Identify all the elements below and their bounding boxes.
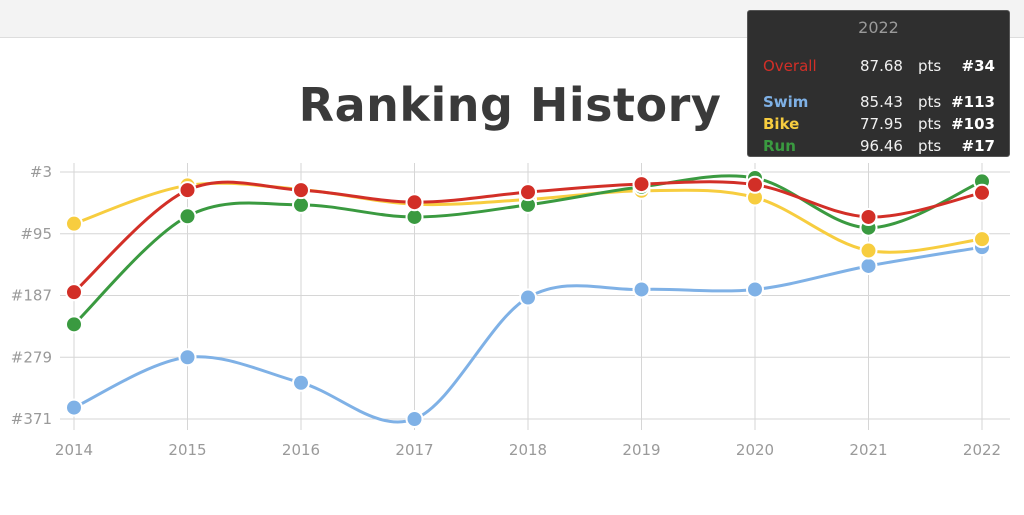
x-tick-label: 2017: [395, 441, 433, 459]
data-point-bike: [859, 241, 878, 260]
tooltip-row-bike: Bike 77.95 pts #103: [763, 115, 995, 135]
tooltip-row-swim: Swim 85.43 pts #113: [763, 93, 995, 113]
data-tooltip: 2022 Overall 87.68 pts #34 Swim 85.43 pt…: [747, 10, 1010, 157]
tooltip-points: 96.46: [860, 137, 903, 155]
tooltip-points: 87.68: [860, 57, 903, 75]
x-tick-label: 2022: [963, 441, 1001, 459]
data-point-swim: [405, 410, 424, 428]
y-tick-label: #3: [30, 163, 52, 181]
data-point-overall: [405, 193, 424, 212]
tooltip-year: 2022: [858, 18, 899, 37]
x-tick-label: 2020: [736, 441, 774, 459]
tooltip-unit: pts: [918, 93, 942, 111]
x-tick-label: 2016: [282, 441, 320, 459]
data-point-run: [405, 207, 424, 226]
data-point-overall: [292, 181, 310, 200]
data-point-swim: [859, 256, 878, 275]
y-tick-label: #371: [11, 410, 52, 428]
data-point-swim: [292, 373, 310, 392]
data-point-swim: [65, 398, 83, 417]
tooltip-row-overall: Overall 87.68 pts #34: [763, 57, 995, 77]
tooltip-series-name: Swim: [763, 93, 809, 111]
data-point-swim: [746, 280, 764, 299]
tooltip-rank: #17: [961, 137, 995, 155]
data-point-swim: [632, 280, 651, 299]
tooltip-row-run: Run 96.46 pts #17: [763, 137, 995, 157]
data-point-overall: [973, 183, 991, 202]
data-point-overall: [519, 183, 537, 202]
tooltip-unit: pts: [918, 57, 942, 75]
y-tick-label: #95: [20, 225, 52, 243]
tooltip-points: 77.95: [860, 115, 903, 133]
tooltip-rank: #34: [961, 57, 995, 75]
tooltip-rank: #113: [951, 93, 995, 111]
x-tick-label: 2021: [849, 441, 887, 459]
tooltip-rank: #103: [951, 115, 995, 133]
y-tick-label: #279: [11, 348, 52, 366]
tooltip-series-name: Run: [763, 137, 796, 155]
data-point-run: [65, 315, 83, 334]
data-point-bike: [65, 214, 83, 233]
data-point-overall: [632, 175, 651, 194]
chart-title: Ranking History: [298, 78, 722, 132]
data-point-overall: [746, 175, 764, 194]
tooltip-points: 85.43: [860, 93, 903, 111]
tooltip-unit: pts: [918, 137, 942, 155]
series-line-swim: [73, 245, 983, 424]
data-point-swim: [519, 288, 537, 307]
data-point-bike: [973, 230, 991, 249]
data-point-swim: [178, 348, 197, 367]
x-tick-label: 2014: [55, 441, 93, 459]
data-point-overall: [178, 181, 197, 200]
data-point-overall: [65, 283, 83, 302]
data-point-run: [178, 207, 197, 226]
tooltip-series-name: Bike: [763, 115, 800, 133]
data-point-overall: [859, 207, 878, 226]
tooltip-series-name: Overall: [763, 57, 817, 75]
y-tick-label: #187: [11, 287, 52, 305]
data-point-run: [292, 195, 310, 214]
x-tick-label: 2018: [509, 441, 547, 459]
x-tick-label: 2019: [622, 441, 660, 459]
x-tick-label: 2015: [168, 441, 206, 459]
tooltip-unit: pts: [918, 115, 942, 133]
